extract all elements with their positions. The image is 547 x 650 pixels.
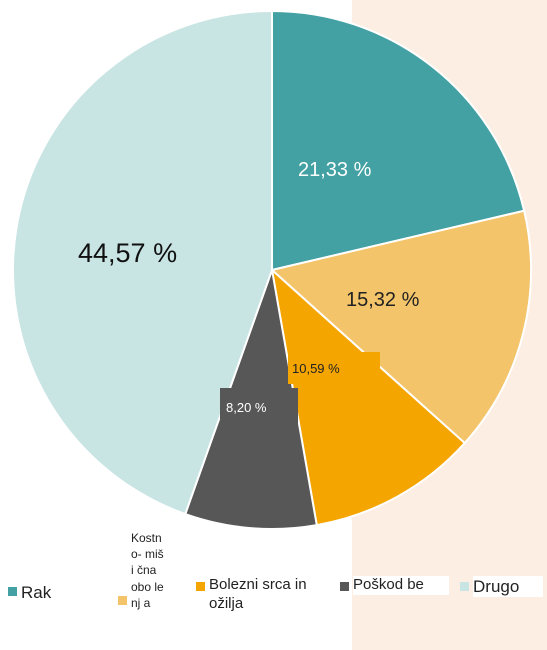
legend-label-rak: Rak (21, 583, 52, 602)
legend-label-bolezni-srca-in-ozilja: Bolezni srca in ožilja (209, 576, 307, 612)
data-label-bolezni-srca-in-ozilja: 10,59 % (288, 352, 380, 384)
legend-item-bolezni-srca-in-ozilja: Bolezni srca in ožilja (196, 576, 319, 614)
pie-slice-rak (271, 9, 526, 272)
legend-swatch-poskodbe (340, 582, 349, 591)
legend-label-drugo: Drugo (473, 576, 543, 598)
legend-swatch-drugo (460, 582, 469, 591)
legend-label-kostno-misicna-obolenja: Kostn o- miši čna obo lenj a (131, 531, 164, 610)
legend-swatch-rak (8, 587, 17, 596)
pie-slice-drugo (11, 9, 273, 516)
data-label-rak: 21,33 % (298, 159, 372, 181)
legend-swatch-bolezni-srca-in-ozilja (196, 582, 205, 591)
data-label-kostno-misicna-obolenja: 15,32 % (346, 289, 420, 311)
legend-label-poskodbe: Poškod be (353, 576, 449, 595)
legend-item-rak: Rak (8, 582, 51, 603)
chart-legend: Rak Kostn o- miši čna obo lenj a Bolezni… (0, 520, 547, 650)
pie-slice-kostno-misicna-obolenja (269, 209, 532, 445)
pie-chart (11, 9, 532, 530)
legend-item-drugo: Drugo (460, 576, 543, 598)
legend-item-poskodbe: Poškod be (340, 576, 449, 595)
data-label-drugo: 44,57 % (78, 238, 178, 268)
pie-slice-bolezni-srca-in-ozilja (270, 267, 467, 527)
data-label-poskodbe: 8,20 % (220, 388, 298, 426)
legend-item-kostno-misicna-obolenja: Kostn o- miši čna obo lenj a (118, 530, 165, 611)
legend-swatch-kostno-misicna-obolenja (118, 596, 127, 605)
